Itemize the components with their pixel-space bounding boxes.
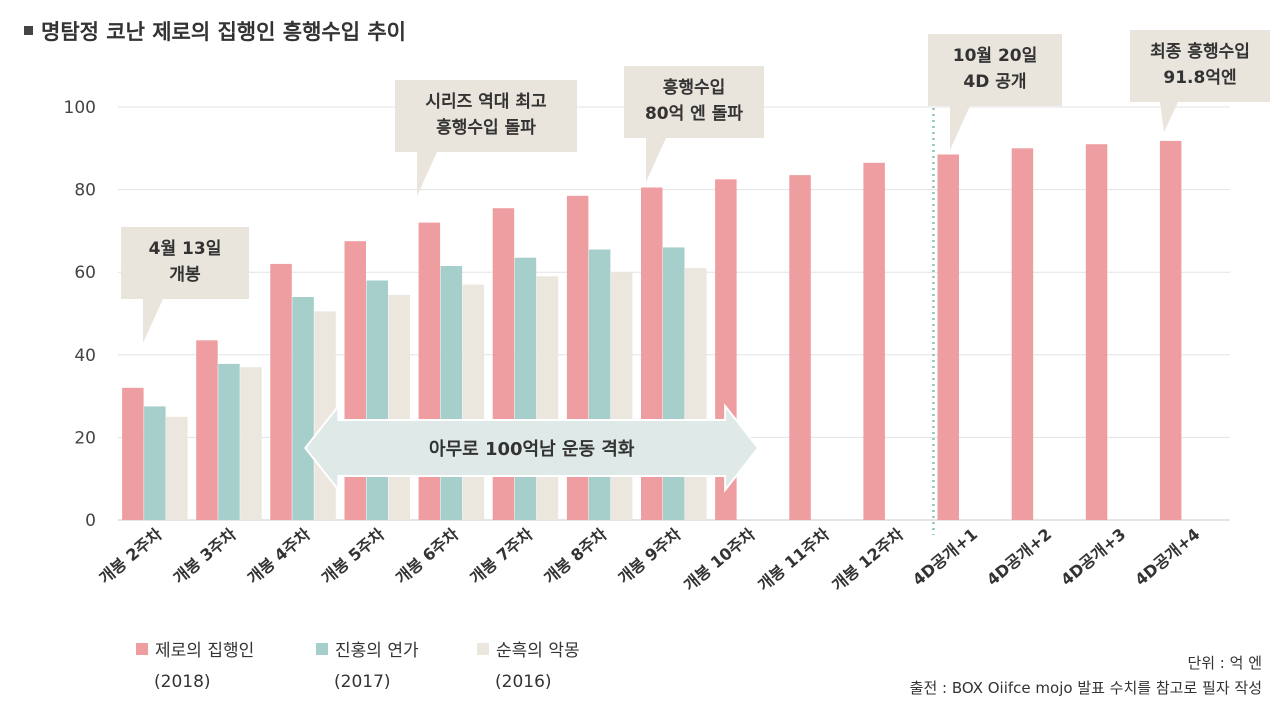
x-tick-label: 4D공개+1 xyxy=(909,525,981,590)
bar-s1-5 xyxy=(514,257,537,520)
legend-swatch-crimson xyxy=(316,643,328,655)
legend-item-crimson: 진홍의 연가 (2017) xyxy=(316,636,419,698)
callout-3: 10월 20일 4D 공개 xyxy=(928,34,1062,150)
legend-label-darkest: 순흑의 악몽 xyxy=(496,641,580,661)
bar-s0-14 xyxy=(1159,140,1182,520)
callout-text: 4월 13일 xyxy=(149,239,222,259)
x-tick-label: 개봉 3주차 xyxy=(170,524,240,587)
unit-note: 단위 : 억 엔 xyxy=(1187,654,1262,672)
bar-s0-13 xyxy=(1085,144,1108,520)
callout-box xyxy=(121,227,249,299)
x-tick-label: 개봉 12주차 xyxy=(828,524,907,594)
callout-2: 흥행수입 80억 엔 돌파 xyxy=(624,66,764,182)
y-tick-label: 100 xyxy=(64,98,96,118)
bar-s0-0 xyxy=(122,387,144,520)
legend-label-zero: 제로의 집행인 xyxy=(155,641,255,661)
title-bullet-icon xyxy=(24,25,33,35)
callout-text: 흥행수입 xyxy=(663,77,726,98)
callout-text: 4D 공개 xyxy=(963,72,1026,92)
callout-text: 10월 20일 xyxy=(953,46,1038,66)
callout-box xyxy=(395,80,577,152)
callout-tail xyxy=(646,138,666,182)
callout-text: 개봉 xyxy=(169,265,201,285)
bar-s2-3 xyxy=(388,294,410,520)
x-tick-label: 개봉 2주차 xyxy=(96,524,166,587)
source-note: 출전 : BOX Oiifce mojo 발표 수치를 참고로 필자 작성 xyxy=(909,679,1262,697)
y-tick-label: 20 xyxy=(74,428,96,448)
x-tick-label: 개봉 7주차 xyxy=(466,524,536,587)
x-tick-label: 개봉 6주차 xyxy=(392,524,462,587)
bar-s1-0 xyxy=(144,406,166,520)
callout-text: 시리즈 역대 최고 xyxy=(425,92,547,112)
callout-4: 최종 흥행수입 91.8억엔 xyxy=(1130,30,1270,132)
x-tick-label: 4D공개+4 xyxy=(1131,525,1203,590)
legend-item-zero: 제로의 집행인 (2018) xyxy=(136,636,254,698)
y-tick-label: 0 xyxy=(85,511,96,531)
callout-box xyxy=(928,34,1062,106)
legend-year-zero: (2018) xyxy=(154,672,211,692)
bar-s1-4 xyxy=(440,266,463,520)
bar-s0-10 xyxy=(863,162,885,521)
bar-s0-3 xyxy=(344,241,366,520)
y-tick-label: 40 xyxy=(74,346,96,366)
legend-swatch-zero xyxy=(136,643,148,655)
bar-s0-11 xyxy=(937,154,959,520)
bar-s0-1 xyxy=(196,340,218,520)
callout-tail xyxy=(417,152,437,196)
bar-s2-5 xyxy=(536,276,559,520)
bar-s2-4 xyxy=(462,284,485,520)
callout-tail xyxy=(950,106,970,150)
legend-label-crimson: 진홍의 연가 xyxy=(335,641,419,661)
callout-box xyxy=(624,66,764,138)
callout-text: 80억 엔 돌파 xyxy=(645,104,743,124)
bar-s0-9 xyxy=(789,175,811,520)
x-tick-label: 4D공개+2 xyxy=(983,525,1055,590)
bar-s1-2 xyxy=(292,297,314,520)
bar-s2-6 xyxy=(610,272,633,520)
callout-tail xyxy=(143,299,163,343)
bar-s1-3 xyxy=(366,280,388,520)
legend-swatch-darkest xyxy=(477,643,489,655)
legend-year-darkest: (2016) xyxy=(495,672,552,692)
bar-s2-7 xyxy=(685,268,707,520)
callout-box xyxy=(1130,30,1270,102)
chart-title-text: 명탐정 코난 제로의 집행인 흥행수입 추이 xyxy=(41,20,406,44)
bar-s0-12 xyxy=(1011,148,1034,521)
callout-text: 흥행수입 돌파 xyxy=(436,117,536,138)
callout-text: 91.8억엔 xyxy=(1163,68,1236,88)
trend-arrow xyxy=(304,403,760,493)
x-tick-label: 개봉 5주차 xyxy=(318,524,388,587)
y-tick-label: 60 xyxy=(74,263,96,283)
callout-text: 최종 흥행수입 xyxy=(1150,41,1250,62)
bar-s2-1 xyxy=(240,367,262,520)
trend-arrow-label: 아무로 100억남 운동 격화 xyxy=(429,439,635,460)
y-tick-label: 80 xyxy=(74,181,96,201)
x-tick-label: 개봉 8주차 xyxy=(540,524,610,587)
x-tick-label: 개봉 10주차 xyxy=(680,524,759,594)
bar-s1-1 xyxy=(218,363,240,520)
x-tick-label: 개봉 4주차 xyxy=(244,524,314,587)
bar-s1-7 xyxy=(663,247,685,520)
legend-year-crimson: (2017) xyxy=(334,672,391,692)
bar-s0-2 xyxy=(270,263,292,520)
bar-s1-6 xyxy=(588,249,611,520)
callout-tail xyxy=(1160,102,1178,132)
x-tick-label: 4D공개+3 xyxy=(1057,525,1129,590)
legend-item-darkest: 순흑의 악몽 (2016) xyxy=(477,636,580,698)
x-tick-label: 개봉 11주차 xyxy=(754,524,833,594)
x-tick-label: 개봉 9주차 xyxy=(614,524,684,587)
chart-title: 명탐정 코난 제로의 집행인 흥행수입 추이 xyxy=(24,16,406,46)
bar-s2-0 xyxy=(166,416,188,521)
